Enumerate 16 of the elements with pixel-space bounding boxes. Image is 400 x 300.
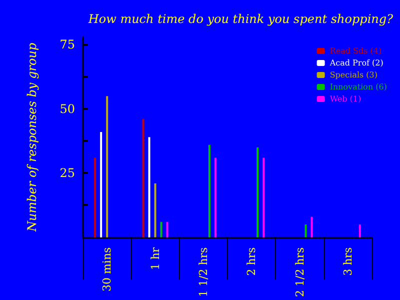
legend-label: Acad Prof (2) (328, 58, 384, 68)
x-tick-label: 1 hr (148, 246, 162, 270)
x-tick-label: 1 1/2 hrs (196, 246, 210, 298)
y-tick-label: 50 (60, 102, 75, 116)
y-axis-title: Number of responses by group (25, 42, 39, 232)
x-tick-label: 3 hrs (341, 246, 354, 276)
x-tick-label: 2 hrs (245, 246, 258, 276)
legend-label: Read Sds (4) (330, 46, 382, 56)
legend-label: Specials (3) (330, 70, 378, 80)
legend-label: Web (1) (330, 94, 362, 104)
x-tick-label: 30 mins (100, 246, 114, 292)
y-tick-label: 25 (60, 166, 75, 180)
y-tick-label: 75 (60, 38, 75, 52)
chart-title: How much time do you think you spent shopping? (87, 12, 394, 26)
legend-label: Innovation (6) (330, 82, 387, 92)
x-tick-label: 2 1/2 hrs (293, 246, 306, 298)
